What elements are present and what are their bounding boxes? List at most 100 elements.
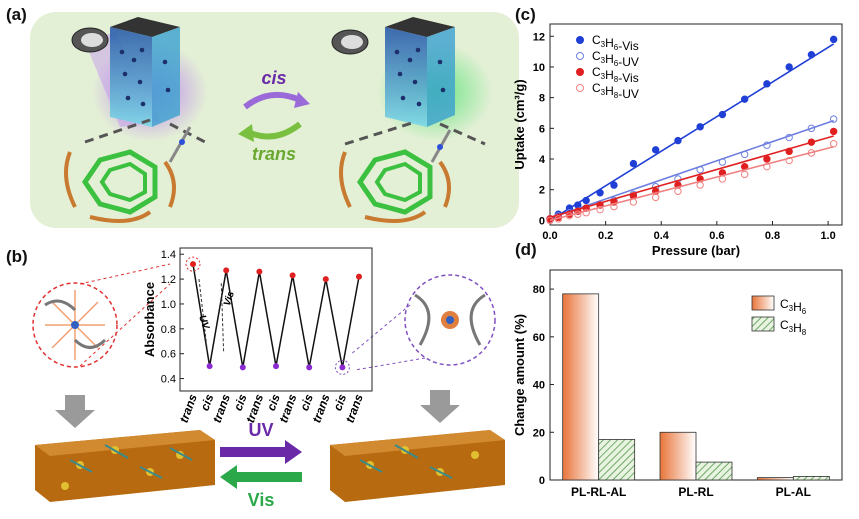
change-legend-label: C3H6 xyxy=(780,297,807,316)
uptake-xtick-label: 0.8 xyxy=(765,230,780,242)
absorbance-xtick-label: cis xyxy=(198,392,217,413)
absorbance-point xyxy=(190,261,196,268)
change-xtick-label: PL-RL-AL xyxy=(571,485,626,499)
change-ytick-label: 40 xyxy=(533,380,545,392)
cube-right-icon xyxy=(385,17,455,127)
panel-b-illustration: UV Vis xyxy=(32,263,505,510)
vis-annotation-arrow xyxy=(220,281,225,352)
uptake-xtick-label: 0.2 xyxy=(598,230,613,242)
uptake-legend-label: C3H6-UV xyxy=(592,49,639,69)
down-arrow-right-icon xyxy=(420,390,460,423)
uptake-point xyxy=(807,149,816,157)
uptake-point xyxy=(696,166,704,174)
uptake-legend-marker xyxy=(576,52,584,60)
uptake-chart: 0.0 0.2 0.4 0.6 0.8 1.0 0 2 4 6 8 10 12 Pressure (bar… xyxy=(512,23,843,258)
uptake-legend-marker xyxy=(576,68,584,76)
vis-arrow-label: Vis xyxy=(248,490,275,510)
uptake-ytick-label: 10 xyxy=(533,62,545,74)
uptake-point xyxy=(763,162,771,171)
uptake-xtick-label: 0.0 xyxy=(542,230,557,242)
uptake-ytick-label: 12 xyxy=(533,31,545,43)
uptake-point xyxy=(829,139,838,148)
uptake-legend-label: C3H8-UV xyxy=(592,81,639,101)
absorbance-chart: 0.40.60.81.01.21.4Absorbancetranscistran… xyxy=(142,247,373,425)
uptake-point xyxy=(740,170,749,179)
absorbance-xtick-label: cis xyxy=(231,392,250,413)
absorbance-ytick-label: 0.4 xyxy=(161,374,176,386)
uptake-plot-frame xyxy=(549,23,843,226)
uptake-legend-marker xyxy=(576,36,584,44)
uptake-point xyxy=(807,124,816,133)
uptake-legend-label: C3H8-Vis xyxy=(592,65,639,85)
change-legend-swatch xyxy=(751,316,775,332)
absorbance-line xyxy=(192,264,360,368)
absorbance-point xyxy=(306,364,313,371)
absorbance-point xyxy=(206,363,213,370)
absorbance-plot-frame xyxy=(179,247,373,392)
uptake-point xyxy=(546,216,554,225)
uptake-ytick-label: 2 xyxy=(539,185,545,197)
absorbance-ylabel: Absorbance xyxy=(142,282,157,357)
panel-label-a: (a) xyxy=(6,5,27,24)
uptake-point xyxy=(807,50,816,59)
absorbance-xtick-label: cis xyxy=(297,392,316,413)
film-right-icon xyxy=(330,430,505,502)
uptake-point xyxy=(596,189,604,197)
uptake-point xyxy=(554,215,563,223)
uptake-point xyxy=(763,80,771,88)
uptake-point xyxy=(629,159,638,168)
uptake-point xyxy=(696,123,704,131)
panel-a-illustration: cis trans xyxy=(30,12,519,228)
absorbance-xtick-label: cis xyxy=(264,392,283,413)
uptake-point xyxy=(574,210,582,218)
uptake-point xyxy=(582,196,590,205)
uptake-ytick-label: 8 xyxy=(539,93,545,105)
change-legend-swatch xyxy=(751,295,775,311)
uv-annotation-arrow xyxy=(198,279,209,354)
uptake-legend-marker xyxy=(576,84,584,92)
trans-label: trans xyxy=(252,144,296,164)
uptake-point xyxy=(596,205,604,214)
uv-arrow-label: UV xyxy=(248,420,273,440)
uptake-point xyxy=(763,155,771,163)
vis-annotation-label: Vis xyxy=(222,290,237,308)
absorbance-ytick-label: 1.4 xyxy=(161,249,176,261)
absorbance-point xyxy=(322,276,329,283)
uptake-point xyxy=(629,198,638,206)
uptake-point xyxy=(610,202,618,211)
change-bar xyxy=(792,476,830,481)
absorbance-ytick-label: 0.6 xyxy=(161,349,176,361)
change-ytick-label: 0 xyxy=(539,475,545,487)
down-arrow-left-icon xyxy=(55,395,95,428)
absorbance-xtick-label: cis xyxy=(330,392,349,413)
absorbance-point xyxy=(223,267,230,274)
molecular-cage-right-icon xyxy=(339,129,452,223)
change-bar xyxy=(659,431,697,481)
uptake-ytick-label: 4 xyxy=(539,154,546,166)
change-ylabel: Change amount (%) xyxy=(512,314,527,436)
uptake-point xyxy=(651,146,660,154)
uptake-ytick-label: 0 xyxy=(539,215,545,227)
uptake-point xyxy=(829,127,838,136)
panel-label-c: (c) xyxy=(515,5,536,24)
vis-arrow-icon xyxy=(220,465,302,489)
panel-label-b: (b) xyxy=(6,247,28,266)
film-left-icon xyxy=(35,430,215,502)
change-amount-chart: 0 20 40 60 80 Change amount (%) PL-RL-AL PL-RL P… xyxy=(512,269,843,499)
uptake-point xyxy=(740,150,749,159)
uptake-point xyxy=(829,35,838,44)
change-bar xyxy=(756,477,794,481)
uptake-ylabel: Uptake (cm³/g) xyxy=(512,79,527,169)
uptake-point xyxy=(785,63,793,71)
panel-label-d: (d) xyxy=(515,240,537,259)
uptake-point xyxy=(610,181,618,189)
absorbance-point xyxy=(273,363,279,370)
uptake-point xyxy=(565,212,574,220)
cis-arrow-icon xyxy=(243,91,302,110)
uptake-point xyxy=(718,158,727,166)
uptake-ytick-label: 6 xyxy=(539,123,545,135)
uptake-xtick-label: 0.6 xyxy=(709,230,724,242)
change-bar xyxy=(562,293,600,481)
uptake-legend-label: C3H6-Vis xyxy=(592,33,639,53)
uv-annotation-label: UV xyxy=(196,314,211,332)
